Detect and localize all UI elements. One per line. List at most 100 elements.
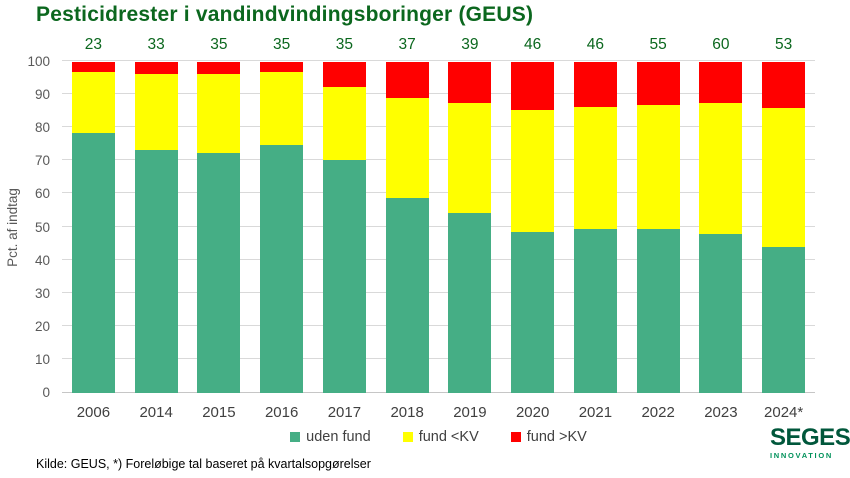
bar-segment-fund-KV — [71, 62, 115, 72]
bar-segment-uden-fund — [448, 212, 492, 393]
legend-item-fund-KV: fund >KV — [510, 429, 587, 445]
y-tick-label-80: 80 — [34, 120, 50, 136]
bar-count-label: 46 — [586, 36, 604, 53]
seges-logo-subtitle: INNOVATION — [770, 451, 833, 460]
gridline-20 — [62, 324, 815, 326]
bar-segment-fund-KV — [134, 62, 178, 74]
bar-stack — [260, 62, 304, 393]
x-axis-label: 2020 — [515, 404, 550, 421]
bar-segment-fund-KV — [573, 62, 617, 107]
bar-segment-uden-fund — [573, 229, 617, 393]
bar-segment-fund-KV — [699, 103, 743, 235]
gridline-10 — [62, 357, 815, 359]
bar-segment-fund-KV — [260, 62, 304, 72]
seges-logo-name: SEGES — [770, 424, 850, 451]
gridline-60 — [62, 192, 815, 194]
bar-count-label: 35 — [335, 36, 353, 53]
bar-segment-fund-KV — [322, 62, 366, 87]
bar-segment-uden-fund — [197, 153, 241, 393]
legend-label: fund >KV — [526, 429, 587, 445]
plot-area: 23 2006 33 2014 35 2015 35 2016 35 2017 37 2018 39 20… — [62, 36, 815, 421]
x-axis-label: 2019 — [453, 404, 487, 421]
bar-segment-fund-KV — [134, 73, 178, 150]
bar-stack — [322, 62, 366, 393]
y-tick-label-100: 100 — [27, 54, 50, 69]
bar-stack — [699, 62, 743, 393]
bar-column-2023: 60 2023 — [690, 36, 753, 421]
legend-label: fund <KV — [418, 429, 479, 445]
y-tick-label-60: 60 — [34, 186, 50, 202]
bar-segment-uden-fund — [699, 234, 743, 393]
bar-column-2022: 55 2022 — [627, 36, 690, 421]
bar-segment-fund-KV — [448, 62, 492, 104]
y-tick-label-70: 70 — [34, 153, 50, 169]
bar-segment-uden-fund — [762, 247, 806, 393]
gridline-70 — [62, 159, 815, 161]
bar-stack — [636, 62, 680, 393]
bar-segment-uden-fund — [385, 197, 429, 393]
bar-segment-fund-KV — [511, 62, 555, 110]
bar-column-2006: 23 2006 — [62, 36, 125, 421]
legend-swatch — [290, 432, 301, 442]
gridline-100 — [62, 60, 815, 61]
bar-stack — [762, 62, 806, 393]
bar-column-2017: 35 2017 — [313, 36, 376, 421]
legend-item-fund-KV: fund <KV — [402, 429, 479, 445]
bar-segment-uden-fund — [322, 159, 366, 393]
bar-segment-uden-fund — [260, 144, 304, 393]
bar-count-label: 53 — [775, 36, 793, 53]
bar-segment-fund-KV — [322, 86, 366, 160]
bar-segment-fund-KV — [197, 73, 241, 154]
bar-column-2014: 33 2014 — [125, 36, 188, 421]
bar-segment-uden-fund — [636, 229, 680, 393]
bar-count-label: 37 — [398, 36, 416, 53]
bar-count-label: 23 — [84, 36, 102, 53]
source-note: Kilde: GEUS, *) Foreløbige tal baseret p… — [36, 457, 371, 471]
bar-stack — [385, 62, 429, 393]
bar-segment-fund-KV — [448, 103, 492, 213]
legend-item-uden-fund: uden fund — [290, 429, 371, 445]
x-axis-label: 2023 — [704, 404, 738, 421]
gridline-80 — [62, 126, 815, 128]
bar-segment-fund-KV — [511, 110, 555, 233]
gridline-30 — [62, 291, 815, 293]
bar-stack — [511, 62, 555, 393]
y-tick-label-40: 40 — [34, 252, 50, 268]
y-axis-tick-labels: 0 10 20 30 40 50 60 70 80 90 100 — [22, 54, 54, 400]
bar-segment-fund-KV — [636, 62, 680, 106]
bar-segment-fund-KV — [762, 62, 806, 109]
bar-stack — [197, 62, 241, 393]
x-axis-label: 2018 — [390, 404, 424, 421]
chart-title: Pesticidrester i vandindvindingsboringer… — [36, 3, 534, 26]
bar-count-label: 46 — [524, 36, 542, 53]
bar-count-label: 60 — [712, 36, 730, 53]
bar-segment-fund-KV — [197, 62, 241, 74]
bar-segment-fund-KV — [762, 108, 806, 248]
y-tick-label-20: 20 — [34, 318, 50, 334]
bar-stack — [448, 62, 492, 393]
gridline-90 — [62, 93, 815, 95]
y-tick-label-90: 90 — [34, 87, 50, 103]
bar-column-2021: 46 2021 — [564, 36, 627, 421]
x-axis-label: 2021 — [578, 404, 613, 421]
bar-segment-uden-fund — [71, 133, 115, 393]
bar-segment-fund-KV — [260, 71, 304, 145]
chart-legend: uden fund fund <KV fund >KV — [62, 429, 815, 445]
bar-segment-fund-KV — [573, 106, 617, 230]
gridline-40 — [62, 258, 815, 260]
bar-count-label: 39 — [461, 36, 479, 53]
x-axis-label: 2006 — [76, 404, 111, 421]
legend-swatch — [510, 432, 521, 442]
bar-segment-fund-KV — [636, 105, 680, 230]
bars-container: 23 2006 33 2014 35 2015 35 2016 35 2017 37 2018 39 20… — [62, 36, 815, 421]
gridline-50 — [62, 225, 815, 227]
bar-count-label: 35 — [273, 36, 291, 53]
x-axis-label: 2024* — [764, 404, 804, 421]
bar-count-label: 35 — [210, 36, 228, 53]
bar-segment-fund-KV — [385, 62, 429, 99]
bar-segment-uden-fund — [511, 232, 555, 393]
y-tick-label-0: 0 — [42, 385, 50, 400]
bar-column-2018: 37 2018 — [376, 36, 439, 421]
legend-label: uden fund — [306, 429, 371, 445]
y-tick-label-50: 50 — [34, 219, 50, 235]
